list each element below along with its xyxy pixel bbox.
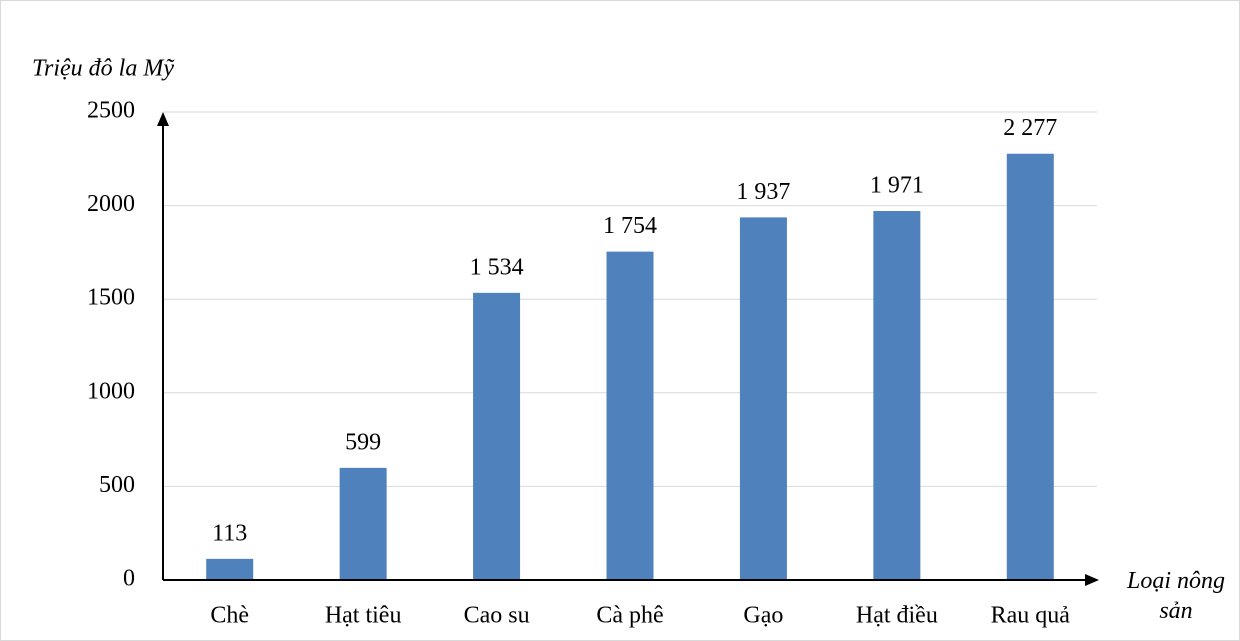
bar xyxy=(606,251,654,581)
data-label: 1 937 xyxy=(736,179,790,205)
bar xyxy=(739,217,787,580)
y-tick-label: 2000 xyxy=(87,191,135,217)
y-tick-label: 0 xyxy=(123,566,135,592)
data-label: 1 971 xyxy=(870,173,924,199)
x-tick-label: Rau quả xyxy=(991,603,1071,629)
data-label: 599 xyxy=(345,429,381,455)
x-tick-label: Gạo xyxy=(743,603,783,629)
y-axis-label: Triệu đô la Mỹ xyxy=(32,56,175,82)
bar xyxy=(206,558,254,580)
y-tick-label: 1500 xyxy=(87,285,135,311)
y-tick-label: 500 xyxy=(99,472,135,498)
x-axis-label: Loại nông sản xyxy=(1126,568,1225,624)
x-tick-label: Cao su xyxy=(464,603,530,629)
bar xyxy=(339,467,387,580)
bar xyxy=(473,292,521,580)
y-axis-arrow xyxy=(157,112,169,126)
data-label: 113 xyxy=(212,520,247,546)
data-label: 1 534 xyxy=(470,254,524,280)
y-tick-label: 2500 xyxy=(87,98,135,124)
x-tick-label: Hạt tiêu xyxy=(325,603,402,629)
bar xyxy=(1006,153,1054,580)
x-tick-label: Hạt điều xyxy=(856,603,938,629)
y-tick-label: 1000 xyxy=(87,378,135,404)
x-tick-label: Cà phê xyxy=(596,603,663,629)
data-label: 1 754 xyxy=(603,213,657,239)
bar xyxy=(873,211,921,580)
x-axis-arrow xyxy=(1085,574,1099,586)
data-label: 2 277 xyxy=(1003,115,1057,141)
x-tick-label: Chè xyxy=(210,603,249,629)
